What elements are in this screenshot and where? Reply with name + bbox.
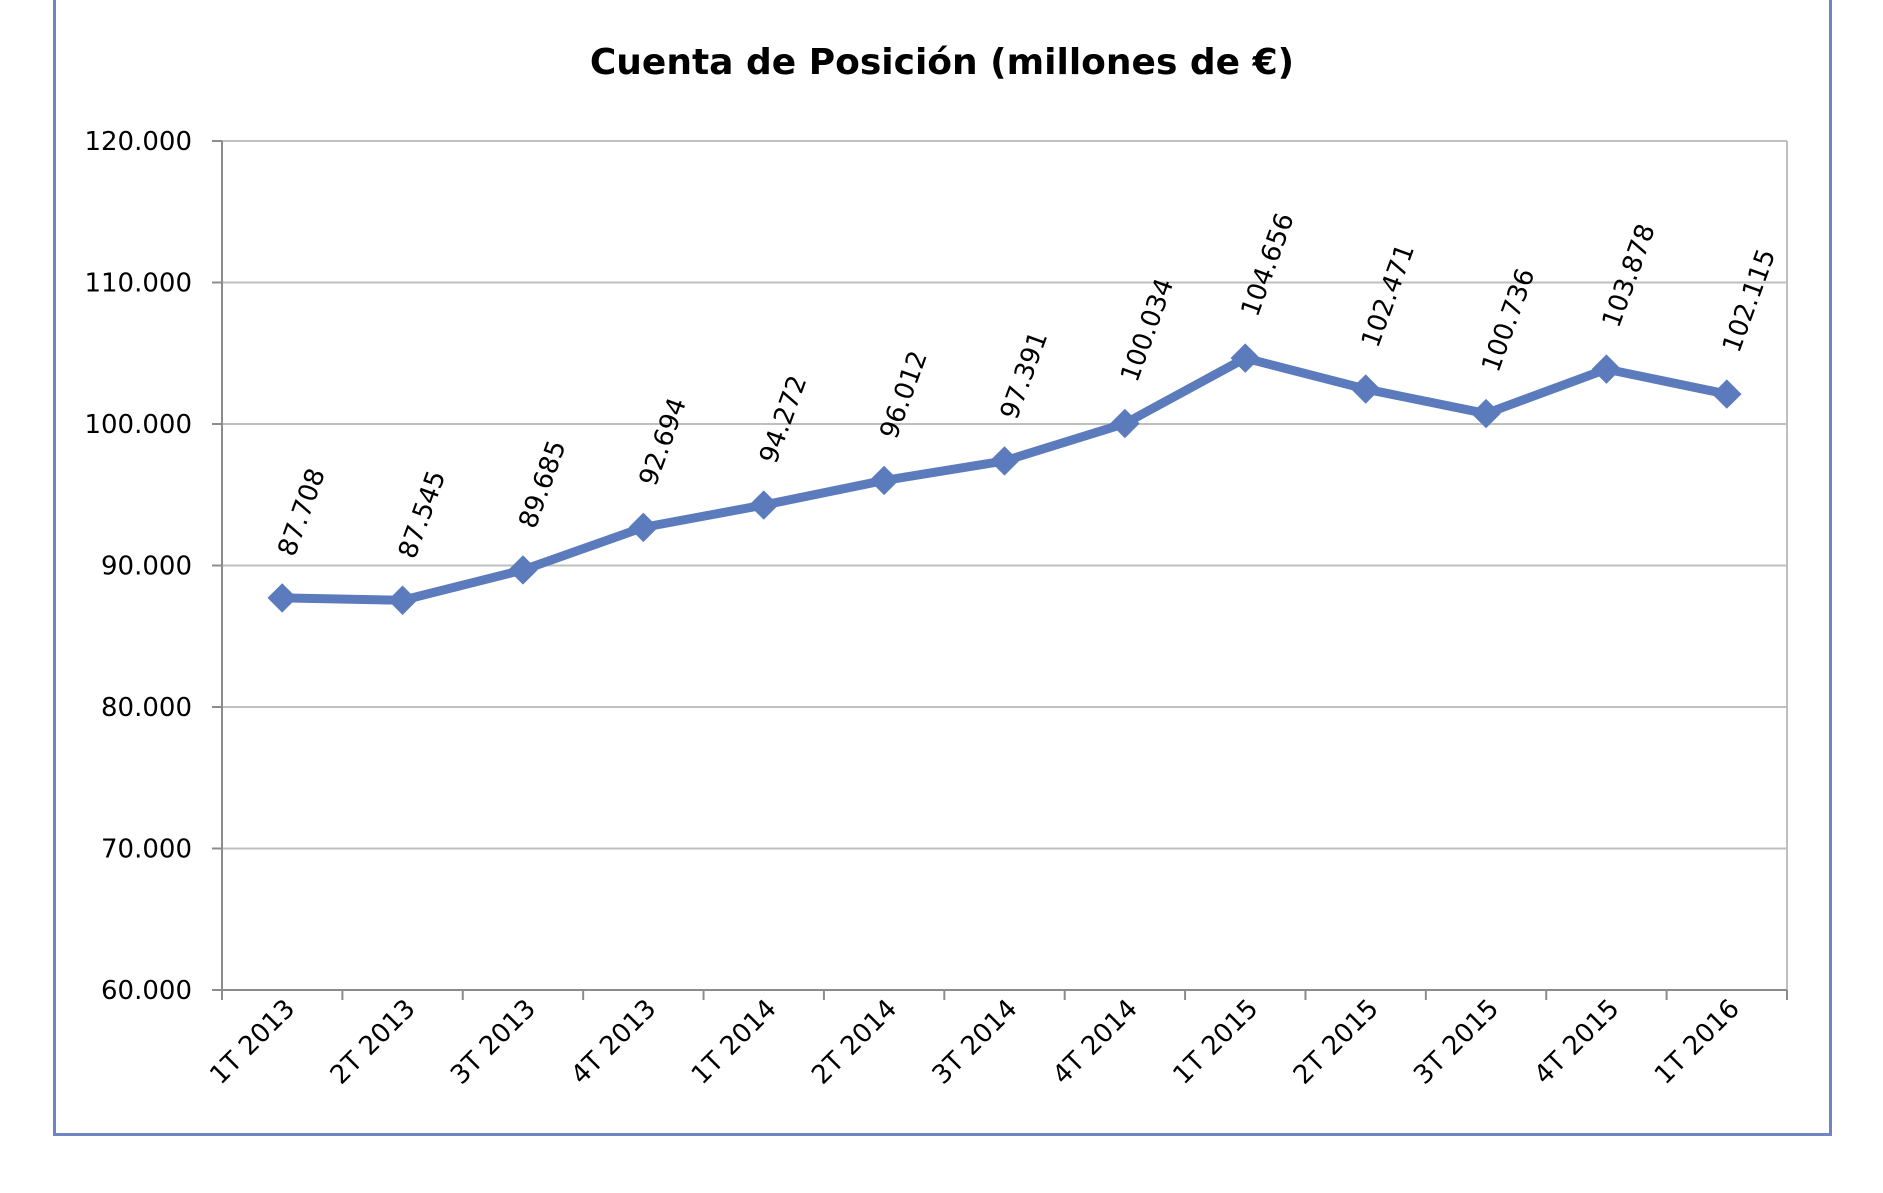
data-point-marker <box>1712 379 1742 409</box>
y-tick-label: 90.000 <box>101 552 192 582</box>
x-tick-label: 4T 2015 <box>1529 994 1626 1091</box>
x-tick-label: 3T 2015 <box>1408 994 1505 1091</box>
x-tick-labels: 1T 2013 2T 2013 3T 2013 4T 2013 1T 2014 2T 20… <box>204 994 1745 1091</box>
y-tick-label: 120.000 <box>84 127 192 157</box>
data-label: 100.736 <box>1476 265 1541 376</box>
x-tick-label: 1T 2016 <box>1649 994 1746 1091</box>
data-point-marker <box>508 555 538 585</box>
data-point-marker <box>387 585 418 615</box>
x-tick-label: 3T 2014 <box>927 994 1024 1091</box>
data-point-marker <box>1471 398 1501 429</box>
x-tick-label: 2T 2013 <box>325 994 422 1091</box>
chart-frame <box>53 0 1832 1136</box>
data-label: 97.391 <box>995 328 1054 424</box>
data-label: 102.115 <box>1717 245 1782 356</box>
data-label: 104.656 <box>1236 209 1301 320</box>
data-point-marker <box>989 446 1020 476</box>
x-tick-label: 4T 2014 <box>1047 994 1144 1091</box>
data-label: 87.545 <box>393 467 452 563</box>
chart-title: Cuenta de Posición (millones de €) <box>590 42 1294 83</box>
data-label: 87.708 <box>273 465 332 561</box>
y-tick-label: 70.000 <box>101 835 192 865</box>
data-label: 89.685 <box>513 437 572 533</box>
series <box>267 343 1742 615</box>
data-point-marker <box>869 465 899 496</box>
data-label: 103.878 <box>1597 220 1662 331</box>
x-tick-label: 1T 2014 <box>686 994 783 1091</box>
y-tick-label: 80.000 <box>101 693 192 723</box>
data-point-marker <box>628 512 659 543</box>
x-tick-label: 1T 2015 <box>1167 994 1264 1091</box>
data-label: 102.471 <box>1356 240 1421 351</box>
x-tick-label: 1T 2013 <box>204 994 301 1091</box>
y-tick-label: 110.000 <box>84 269 192 299</box>
data-point-marker <box>1350 374 1381 404</box>
x-tick-label: 4T 2013 <box>566 994 663 1091</box>
data-label: 96.012 <box>875 347 934 443</box>
gridlines <box>222 140 1788 990</box>
data-point-marker <box>749 490 779 520</box>
y-tick-label: 60.000 <box>101 976 192 1006</box>
data-point-marker <box>1230 343 1260 373</box>
x-tick-label: 2T 2014 <box>806 994 903 1091</box>
data-point-marker <box>1110 408 1140 439</box>
data-label: 100.034 <box>1115 275 1180 386</box>
data-label: 94.272 <box>754 372 813 468</box>
data-label: 92.694 <box>634 394 693 490</box>
data-point-marker <box>267 583 297 613</box>
y-tick-labels: 60.000 70.000 80.000 90.000 100.000 110.000 12… <box>84 127 192 1006</box>
y-tick-label: 100.000 <box>84 410 192 440</box>
x-tick-label: 2T 2015 <box>1288 994 1385 1091</box>
data-point-marker <box>1591 354 1622 384</box>
axes <box>212 140 1788 1000</box>
x-tick-label: 3T 2013 <box>445 994 542 1091</box>
